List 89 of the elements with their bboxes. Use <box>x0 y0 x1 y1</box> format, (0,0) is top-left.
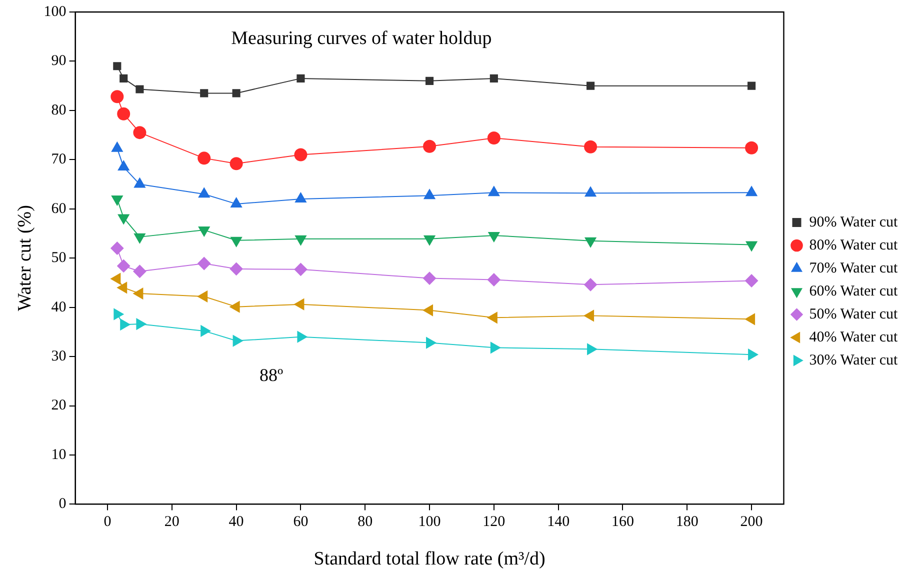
point <box>230 157 243 170</box>
point <box>584 186 596 197</box>
legend-label: 40% Water cut <box>809 329 899 346</box>
point <box>136 85 144 94</box>
x-tick-label: 40 <box>228 514 244 530</box>
point <box>584 310 594 322</box>
point <box>200 89 208 98</box>
point <box>110 273 121 284</box>
point <box>120 74 128 82</box>
point <box>746 241 758 252</box>
point <box>425 76 434 85</box>
x-tick-label: 100 <box>418 514 441 530</box>
point <box>424 189 436 200</box>
y-tick-label: 80 <box>51 102 66 118</box>
legend-label: 90% Water cut <box>809 214 899 230</box>
point <box>586 82 595 90</box>
y-tick-label: 90 <box>51 53 66 70</box>
y-tick-label: 40 <box>51 299 66 316</box>
point <box>133 264 146 278</box>
legend-label: 80% Water cut <box>809 237 899 254</box>
point <box>118 160 130 171</box>
point <box>746 186 758 196</box>
x-tick-label: 20 <box>164 514 180 530</box>
x-tick-label: 160 <box>611 514 634 530</box>
point <box>487 132 500 145</box>
point <box>134 233 146 244</box>
point <box>110 90 124 104</box>
point <box>133 126 146 140</box>
point <box>134 178 146 188</box>
x-tick-label: 60 <box>293 514 308 530</box>
point <box>745 313 756 325</box>
point <box>133 288 144 300</box>
point <box>488 232 500 242</box>
point <box>748 82 756 90</box>
point <box>745 274 758 288</box>
text: Measuring curves of water holdup <box>231 28 492 50</box>
point <box>294 298 304 310</box>
point <box>490 74 498 82</box>
legend-label: 30% Water cut <box>809 352 899 368</box>
x-tick-label: 120 <box>482 514 506 530</box>
point <box>117 259 130 272</box>
legend-label: 70% Water cut <box>809 260 899 276</box>
x-tick-label: 80 <box>358 514 373 530</box>
y-tick-label: 10 <box>51 446 66 463</box>
point <box>198 290 208 302</box>
point <box>111 142 123 152</box>
point <box>424 235 436 246</box>
y-tick-label: 20 <box>51 398 66 414</box>
point <box>487 273 500 286</box>
point <box>198 257 211 270</box>
point <box>230 236 242 247</box>
point <box>232 89 240 98</box>
x-tick-label: 180 <box>676 514 698 530</box>
x-axis-title: Standard total flow rate (m³/d) <box>314 548 546 570</box>
legend-label: 50% Water cut <box>809 306 899 322</box>
x-tick-label: 140 <box>547 514 570 530</box>
y-tick-label: 70 <box>51 152 66 168</box>
point <box>295 192 306 203</box>
y-tick-label: 30 <box>51 348 66 364</box>
point <box>294 148 308 162</box>
point <box>584 278 598 292</box>
y-tick-label: 50 <box>51 250 66 266</box>
point <box>230 262 243 276</box>
point <box>423 304 434 316</box>
y-tick-label: 0 <box>58 496 66 512</box>
point <box>584 237 596 248</box>
point <box>198 152 211 165</box>
point <box>423 140 436 153</box>
point <box>113 62 122 70</box>
point <box>296 74 305 82</box>
point <box>230 301 240 313</box>
y-tick-label: 100 <box>44 4 66 20</box>
y-axis-title: Water cut (%) <box>14 205 36 312</box>
legend-label: 60% Water cut <box>809 283 899 300</box>
point <box>117 107 130 120</box>
x-tick-label: 200 <box>740 514 763 530</box>
point <box>294 262 308 276</box>
point <box>490 342 500 354</box>
point <box>584 140 598 154</box>
point <box>488 186 500 196</box>
point <box>295 235 306 246</box>
point <box>745 141 758 154</box>
x-tick-label: 0 <box>104 514 112 530</box>
point <box>117 282 128 294</box>
annotation: 88º <box>259 364 284 385</box>
point <box>423 272 436 285</box>
y-tick-label: 60 <box>51 200 66 217</box>
point <box>198 188 210 198</box>
point <box>110 242 124 255</box>
